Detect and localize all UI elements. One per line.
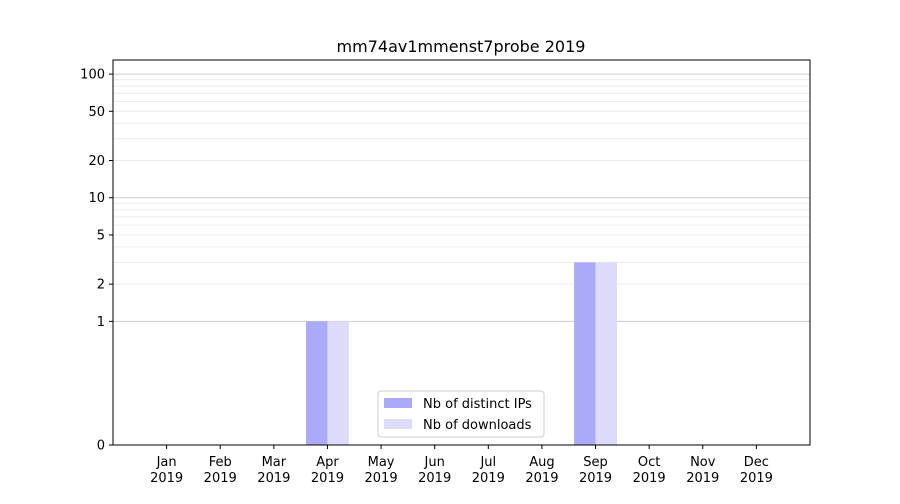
y-tick-label: 50 <box>88 105 105 120</box>
x-tick-label-year: 2019 <box>633 471 666 486</box>
x-tick-label-month: Feb <box>209 455 232 470</box>
y-tick-label: 10 <box>88 191 105 206</box>
x-tick-label-month: Oct <box>638 455 660 470</box>
legend: Nb of distinct IPs Nb of downloads <box>377 390 545 438</box>
x-tick-label-month: Sep <box>583 455 608 470</box>
x-tick-label-year: 2019 <box>204 471 237 486</box>
x-tick-label-year: 2019 <box>365 471 398 486</box>
bars <box>306 262 617 445</box>
x-tick-label-year: 2019 <box>418 471 451 486</box>
x-tick-label-month: Nov <box>690 455 716 470</box>
legend-label: Nb of downloads <box>423 418 532 433</box>
x-tick-label-month: Dec <box>744 455 769 470</box>
bar-downloads-apr <box>327 321 349 445</box>
x-tick-label-year: 2019 <box>472 471 505 486</box>
chart-title: mm74av1mmenst7probe 2019 <box>337 37 586 56</box>
x-tick-label-year: 2019 <box>311 471 344 486</box>
x-tick-label-month: Jan <box>156 455 177 470</box>
x-tick-label-month: Apr <box>316 455 339 470</box>
bar-distinct-ips-sep <box>574 262 596 445</box>
x-tick-label-year: 2019 <box>257 471 290 486</box>
legend-swatch <box>384 398 412 408</box>
x-tick-label-month: Aug <box>529 455 554 470</box>
plot-frame <box>112 59 811 446</box>
x-tick-label-month: Jun <box>424 455 445 470</box>
bar-distinct-ips-apr <box>306 321 328 445</box>
y-tick-label: 20 <box>88 154 105 169</box>
bar-downloads-sep <box>595 262 617 445</box>
y-tick-label: 0 <box>97 439 105 454</box>
x-tick-label-year: 2019 <box>150 471 183 486</box>
legend-swatch <box>384 419 412 429</box>
x-tick-label-year: 2019 <box>525 471 558 486</box>
y-tick-label: 1 <box>97 315 105 330</box>
legend-label: Nb of distinct IPs <box>423 397 532 412</box>
x-tick-label-month: May <box>368 455 395 470</box>
x-tick-label-month: Jul <box>479 455 496 470</box>
x-tick-label-year: 2019 <box>740 471 773 486</box>
legend-box <box>377 390 545 438</box>
x-tick-label-year: 2019 <box>686 471 719 486</box>
y-tick-label: 5 <box>97 228 105 243</box>
y-tick-label: 100 <box>80 68 105 83</box>
x-axis-ticks: Jan2019Feb2019Mar2019Apr2019May2019Jun20… <box>150 445 773 486</box>
y-axis-ticks: 0 1 2 5 10 20 50 100 <box>80 68 113 454</box>
y-tick-label: 2 <box>97 278 105 293</box>
x-tick-label-month: Mar <box>262 455 287 470</box>
grid-lines <box>113 73 810 322</box>
x-tick-label-year: 2019 <box>579 471 612 486</box>
